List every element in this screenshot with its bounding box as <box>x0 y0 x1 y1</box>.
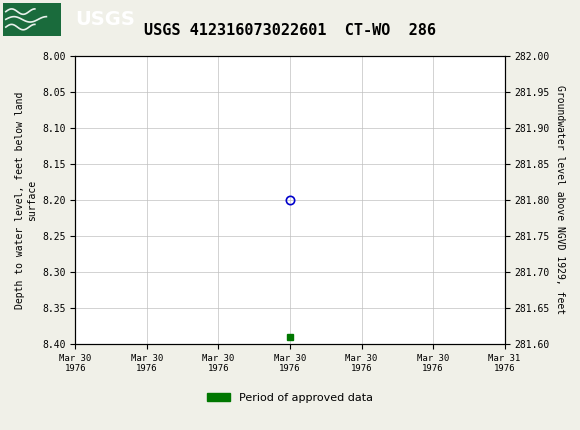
Legend: Period of approved data: Period of approved data <box>203 388 377 407</box>
FancyBboxPatch shape <box>3 3 61 36</box>
Y-axis label: Depth to water level, feet below land
surface: Depth to water level, feet below land su… <box>15 91 37 309</box>
Text: USGS: USGS <box>75 10 135 29</box>
Text: USGS 412316073022601  CT-WO  286: USGS 412316073022601 CT-WO 286 <box>144 23 436 38</box>
Y-axis label: Groundwater level above NGVD 1929, feet: Groundwater level above NGVD 1929, feet <box>555 86 565 314</box>
